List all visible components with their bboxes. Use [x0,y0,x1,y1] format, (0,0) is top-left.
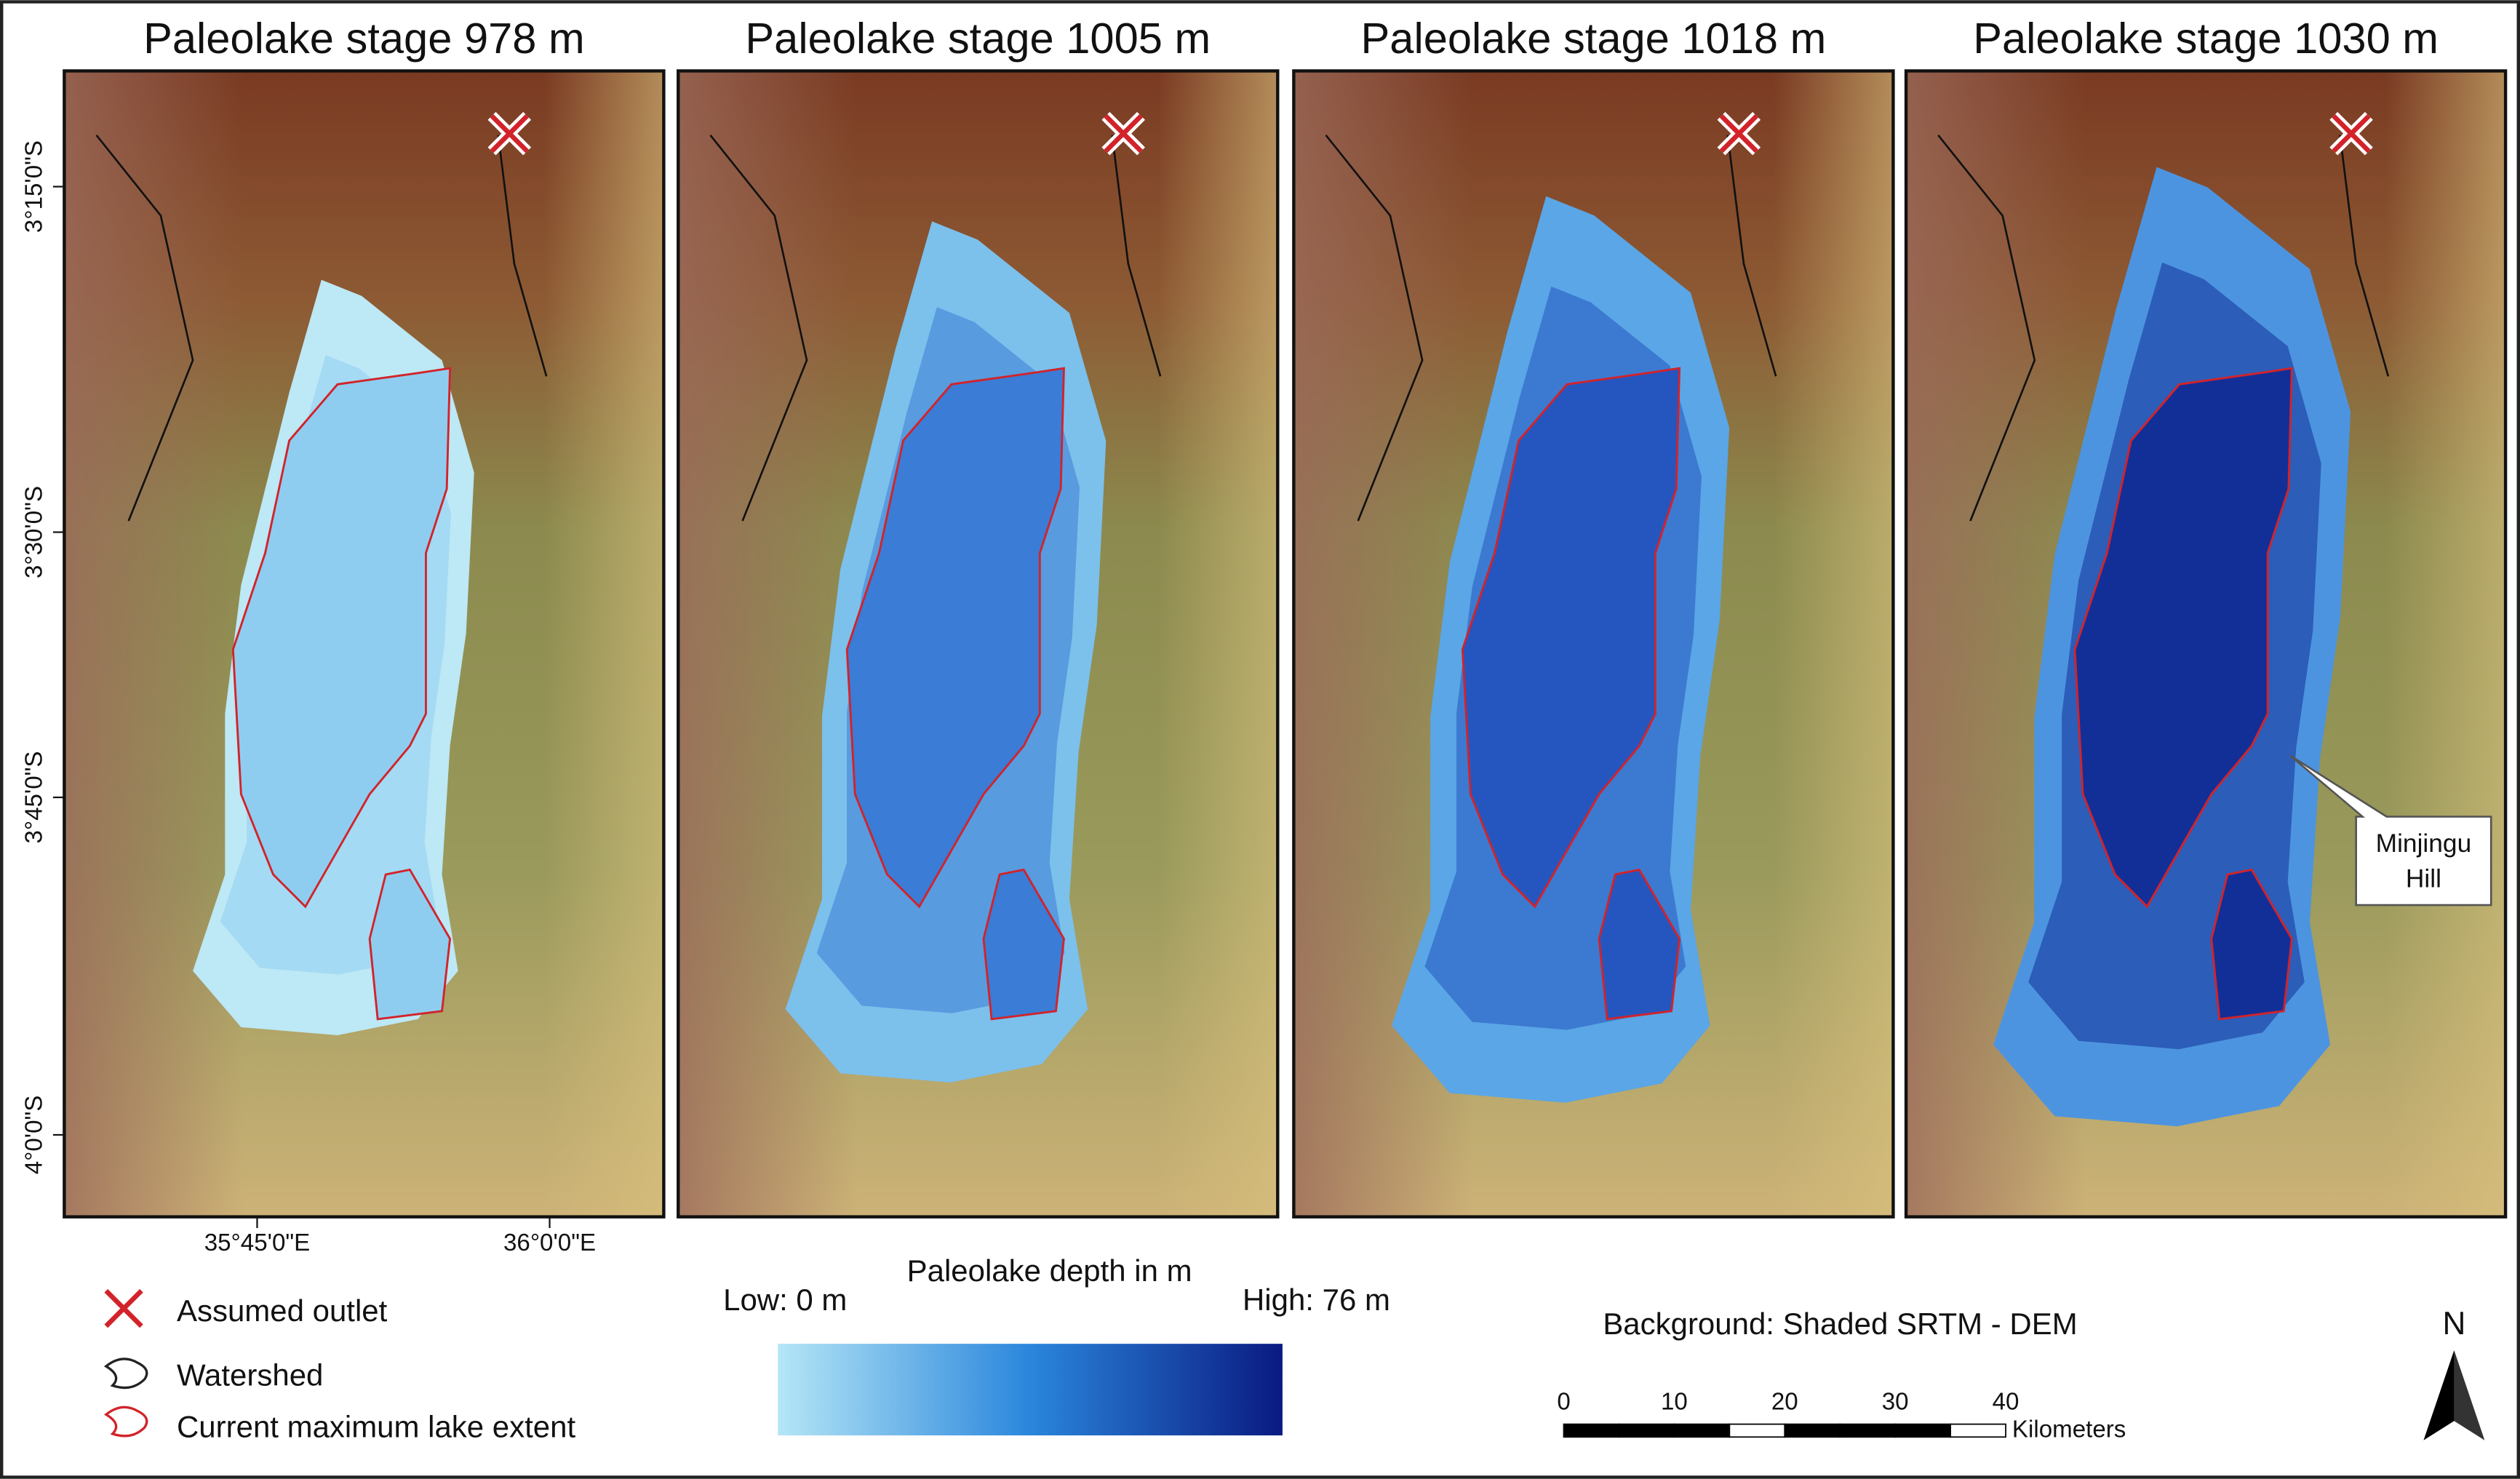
lake-extent [1461,367,1681,909]
north-arrow: N [2423,1306,2485,1440]
lake-extent [2073,367,2293,909]
panel-title: Paleolake stage 1030 m [1973,14,2439,63]
panel-title: Paleolake stage 1018 m [1361,14,1827,63]
legend: Assumed outlet Watershed Current maximum… [103,1288,575,1443]
callout-text: Hill [2406,865,2441,893]
latitude-label: 4°0'0"S [20,1096,47,1175]
lake-extent [982,868,1065,1021]
depth-gradient [778,1344,1283,1436]
panel-title: Paleolake stage 1005 m [745,14,1211,63]
lake-extent [845,367,1065,909]
scale-tick-label: 10 [1661,1389,1688,1416]
background-note: Background: Shaded SRTM - DEM [1603,1307,2077,1341]
arrow-left [2423,1350,2455,1440]
lake-extent [1598,868,1681,1021]
map-panel [64,71,664,1217]
callout-text: Minjingu [2376,829,2472,858]
scale-segment [1728,1423,1786,1438]
lake-extent [368,868,452,1021]
scale-segment [1618,1423,1675,1438]
scale-tick-label: 40 [1993,1389,2019,1416]
lake-extent [231,367,452,909]
scale-segment [1894,1423,1952,1438]
panel-title: Paleolake stage 978 m [143,14,585,63]
depth-title: Paleolake depth in m [907,1253,1192,1288]
callout-box [2289,754,2492,906]
scale-segment [1563,1423,1620,1438]
outlet [490,113,529,154]
scale-bar: Kilometers 0 10 20 30 40 [1557,1389,2126,1443]
callout: Minjingu Hill [2289,754,2492,906]
depth-high: High: 76 m [1243,1283,1390,1317]
outlet [2332,113,2371,154]
scale-tick-label: 0 [1557,1389,1570,1416]
scale-tick-label: 30 [1882,1389,1909,1416]
panel-frame [63,69,666,1219]
scale-tick-label: 20 [1771,1389,1798,1416]
latitude-label: 3°30'0"S [20,486,47,578]
map-panels: Paleolake stage 978 m Paleolake stage 100… [20,14,2508,1256]
longitude-label: 36°0'0"E [503,1229,596,1256]
legend-label: Watershed [177,1358,323,1392]
scale-unit: Kilometers [2012,1416,2126,1443]
scale-segment [1839,1423,1897,1438]
outlet [1719,113,1758,154]
scale-segment [1784,1423,1841,1438]
map-panel [1293,71,1894,1217]
map-panel [1906,71,2506,1217]
scale-segment [1673,1423,1731,1438]
lake-extent-symbol [103,1406,148,1438]
watershed [709,135,1162,522]
north-label: N [2442,1306,2465,1342]
watershed [95,135,548,522]
panel-frame [1904,69,2508,1219]
latitude-label: 3°15'0"S [20,140,47,233]
panel-frame [677,69,1280,1219]
outlet-symbol [104,1288,143,1328]
panel-frame [1292,69,1895,1219]
legend-label: Assumed outlet [177,1293,388,1328]
watershed [1325,135,1777,522]
depth-legend: Paleolake depth in m Low: 0 m High: 76 m [723,1253,1390,1436]
depth-low: Low: 0 m [723,1283,847,1317]
latitude-label: 3°45'0"S [20,751,47,843]
map-panel [678,71,1278,1217]
longitude-label: 35°45'0"E [204,1229,311,1256]
legend-label: Current maximum lake extent [177,1409,575,1443]
watershed-symbol [103,1358,148,1390]
outlet [1104,113,1143,154]
lake-extent [2210,868,2293,1021]
arrow-right [2454,1350,2485,1440]
watershed [1937,135,2390,522]
scale-segment [1950,1423,2006,1438]
